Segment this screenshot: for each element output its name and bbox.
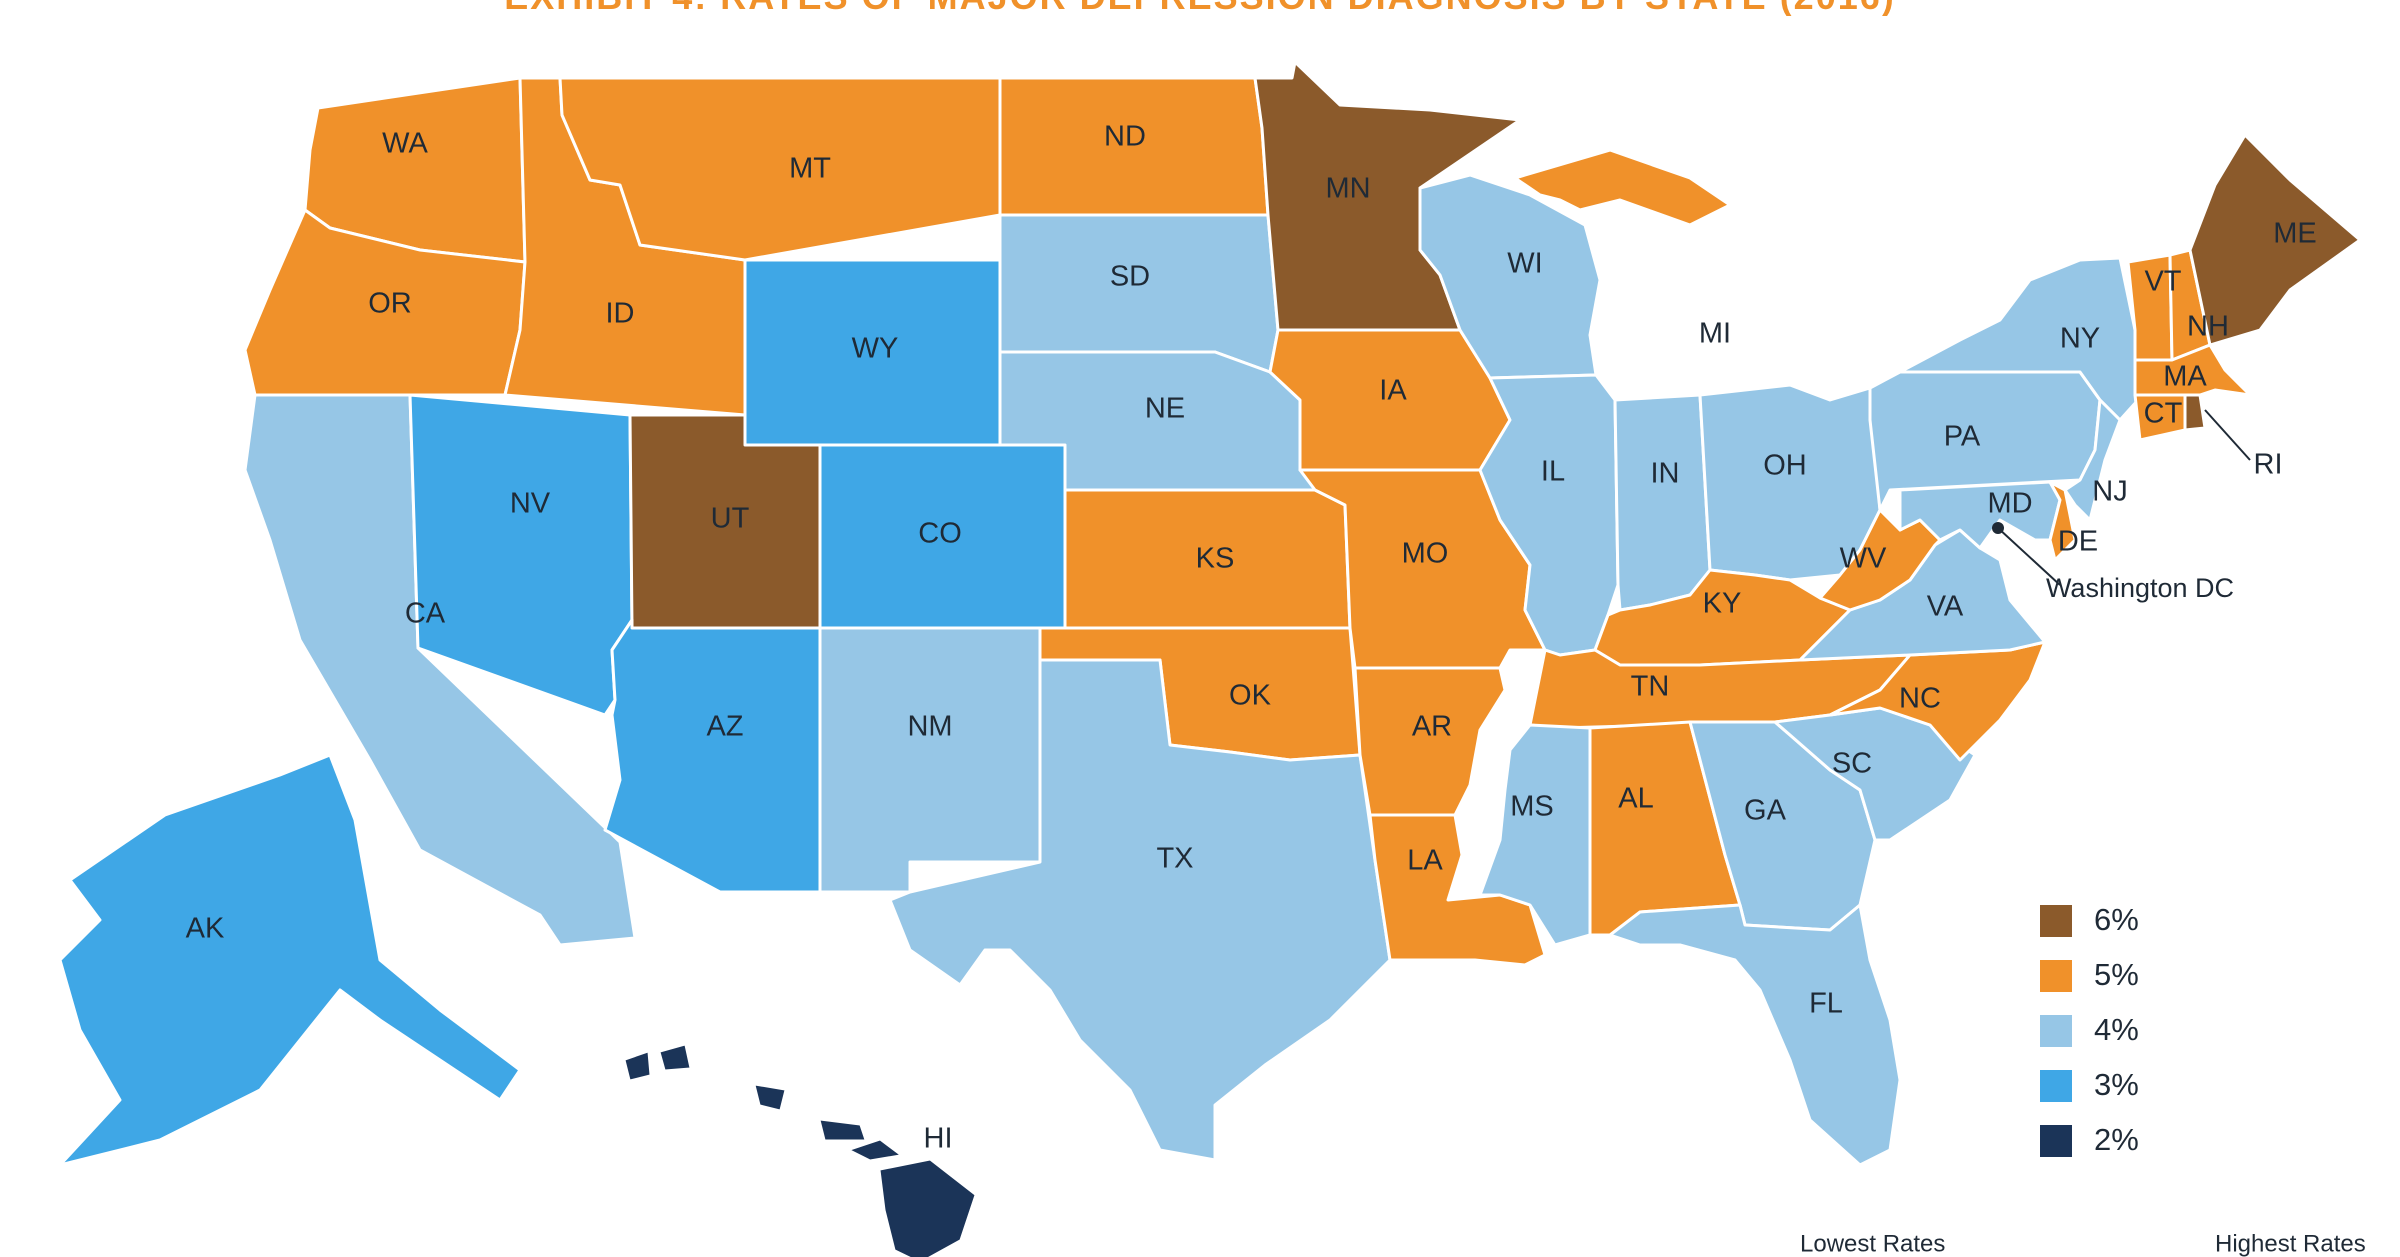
state-label-sd: SD	[1110, 261, 1150, 293]
state-label-al: AL	[1618, 783, 1653, 815]
state-label-de: DE	[2058, 526, 2098, 558]
state-label-oh: OH	[1763, 450, 1807, 482]
state-mi[interactable]	[1513, 148, 1732, 227]
state-nv[interactable]	[408, 393, 634, 717]
state-label-wi: WI	[1507, 248, 1542, 280]
legend-label-5pct: 5%	[2094, 957, 2139, 992]
state-me[interactable]	[2188, 133, 2362, 347]
state-label-ca: CA	[405, 598, 446, 630]
state-labels: WA OR CA ID NV MT WY UT AZ CO NM ND SD NE KS OK TX MN IA MO…	[186, 121, 2317, 1155]
state-label-va: VA	[1927, 591, 1964, 623]
state-label-mt: MT	[789, 153, 831, 185]
lowest-rates-label: Lowest Rates	[1800, 1230, 1945, 1257]
legend-swatch-4pct	[2040, 1015, 2072, 1047]
state-label-or: OR	[368, 288, 412, 320]
state-nj[interactable]	[2063, 398, 2122, 522]
state-label-in: IN	[1651, 458, 1680, 490]
state-label-mi: MI	[1699, 318, 1731, 350]
state-label-wy: WY	[852, 333, 899, 365]
state-label-ne: NE	[1145, 393, 1185, 425]
state-label-id: ID	[606, 298, 635, 330]
state-label-sc: SC	[1832, 748, 1872, 780]
legend-swatch-2pct	[2040, 1125, 2072, 1157]
legend-label-3pct: 3%	[2094, 1067, 2139, 1102]
state-az[interactable]	[603, 618, 822, 894]
state-label-ma: MA	[2163, 361, 2207, 393]
state-label-ri: RI	[2254, 449, 2283, 481]
state-label-ny: NY	[2060, 323, 2100, 355]
state-in[interactable]	[1613, 393, 1712, 612]
state-label-tx: TX	[1156, 843, 1193, 875]
state-label-me: ME	[2273, 218, 2317, 250]
state-label-az: AZ	[706, 711, 743, 743]
dc-label: Washington DC	[2046, 573, 2234, 603]
state-label-ak: AK	[186, 913, 225, 945]
legend: 6% 5% 4% 3% 2%	[2040, 902, 2139, 1157]
state-label-ks: KS	[1196, 543, 1235, 575]
legend-swatch-5pct	[2040, 960, 2072, 992]
ri-leader-line	[2204, 409, 2251, 461]
state-label-il: IL	[1541, 456, 1565, 488]
state-label-la: LA	[1407, 845, 1443, 877]
state-tx[interactable]	[888, 658, 1392, 1162]
highest-rates-label: Highest Rates	[2215, 1230, 2366, 1257]
state-label-wa: WA	[382, 128, 428, 160]
dc-leader-line	[1997, 527, 2061, 586]
legend-label-4pct: 4%	[2094, 1012, 2139, 1047]
state-ar[interactable]	[1353, 666, 1507, 817]
state-label-mo: MO	[1402, 538, 1449, 570]
state-label-vt: VT	[2144, 266, 2181, 298]
state-label-ar: AR	[1412, 711, 1452, 743]
state-label-mn: MN	[1325, 173, 1370, 205]
state-de[interactable]	[2048, 480, 2077, 562]
legend-swatch-6pct	[2040, 905, 2072, 937]
state-label-co: CO	[918, 518, 962, 550]
state-label-nj: NJ	[2092, 476, 2127, 508]
state-label-ga: GA	[1744, 795, 1787, 827]
dc-marker	[1992, 522, 2004, 534]
state-label-ky: KY	[1703, 588, 1742, 620]
legend-swatch-3pct	[2040, 1070, 2072, 1102]
state-ri[interactable]	[2183, 393, 2207, 432]
state-sd[interactable]	[998, 213, 1280, 374]
state-nm[interactable]	[818, 626, 1042, 894]
state-nc[interactable]	[1828, 640, 2047, 762]
state-hi[interactable]	[624, 1044, 976, 1257]
state-label-ok: OK	[1229, 680, 1272, 712]
legend-label-6pct: 6%	[2094, 902, 2139, 937]
state-label-nc: NC	[1899, 683, 1941, 715]
state-label-nm: NM	[907, 711, 952, 743]
state-label-wv: WV	[1840, 543, 1887, 575]
state-label-nh: NH	[2187, 311, 2229, 343]
state-label-fl: FL	[1809, 988, 1843, 1020]
state-fl[interactable]	[1608, 903, 1902, 1167]
map-title: EXHIBIT 4: RATES OF MAJOR DEPRESSION DIA…	[0, 0, 2400, 16]
dc-annotation: Washington DC	[1992, 409, 2251, 603]
state-label-nd: ND	[1104, 121, 1146, 153]
state-label-ut: UT	[711, 503, 750, 535]
state-ny[interactable]	[1898, 256, 2140, 422]
state-label-ia: IA	[1379, 375, 1407, 407]
state-label-ct: CT	[2144, 398, 2183, 430]
state-ak[interactable]	[58, 753, 522, 1167]
state-label-tn: TN	[1631, 671, 1670, 703]
state-label-pa: PA	[1944, 421, 1981, 453]
state-wi[interactable]	[1418, 173, 1602, 380]
state-la[interactable]	[1368, 813, 1547, 967]
state-label-nv: NV	[510, 488, 551, 520]
states-layer	[58, 60, 2362, 1257]
state-label-md: MD	[1987, 488, 2032, 520]
state-label-ms: MS	[1510, 791, 1554, 823]
scale-labels: Lowest Rates Highest Rates	[1800, 1230, 2366, 1257]
state-label-hi: HI	[924, 1123, 953, 1155]
legend-label-2pct: 2%	[2094, 1122, 2139, 1157]
